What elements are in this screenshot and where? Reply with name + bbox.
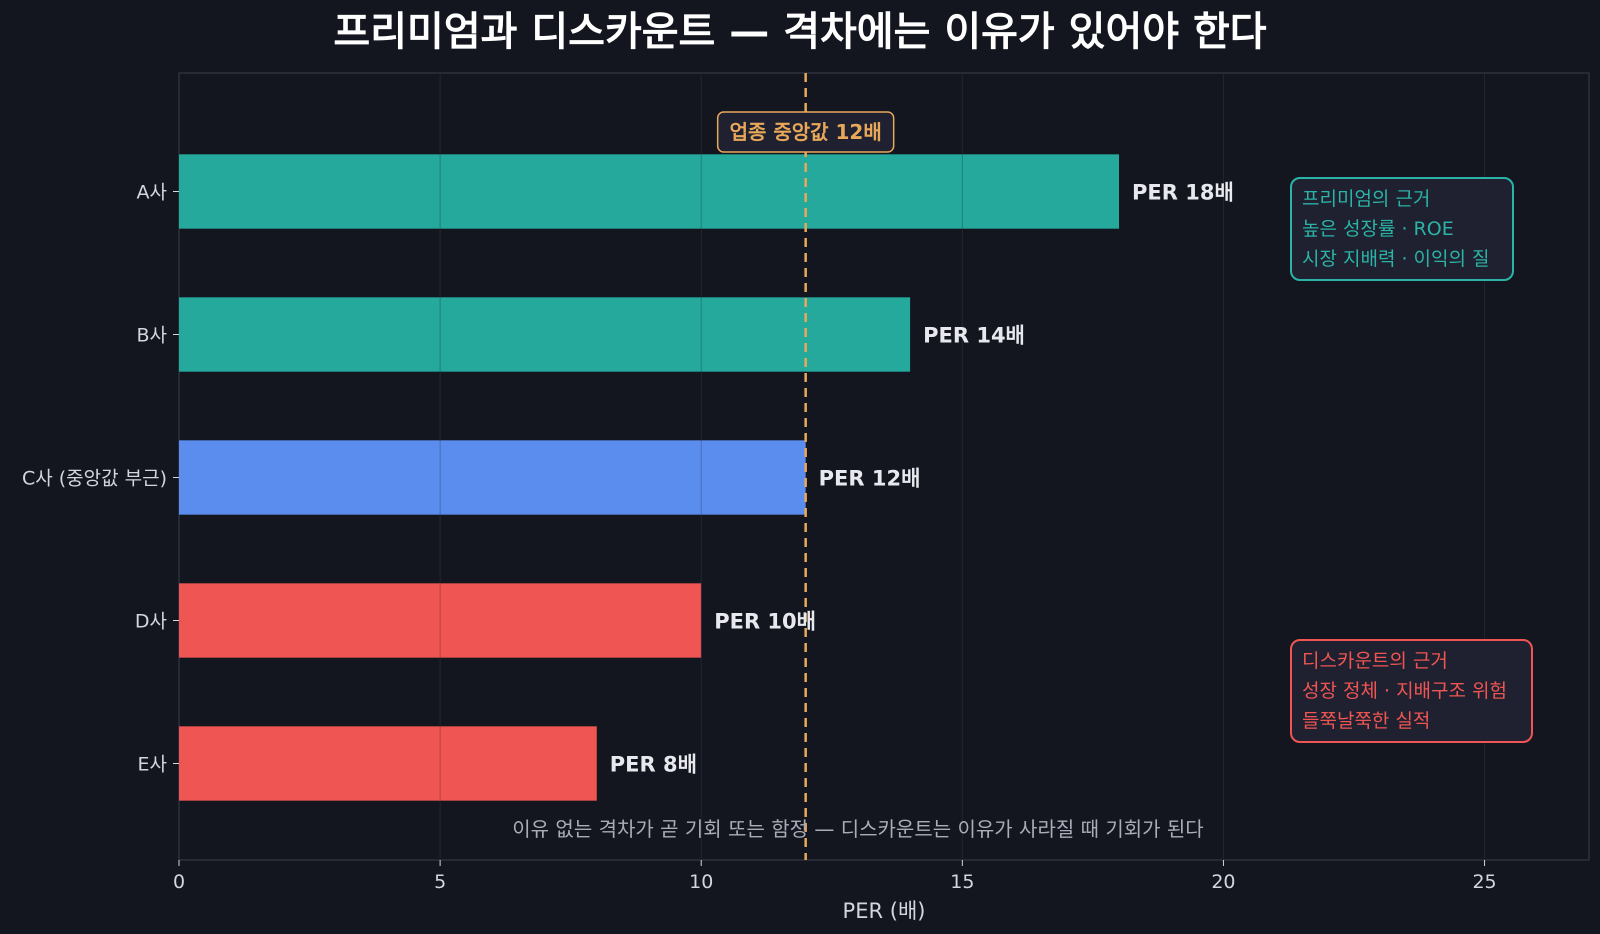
x-axis-label: PER (배) — [843, 899, 926, 923]
y-tick-label: A사 — [137, 182, 167, 204]
premium-rationale-text: 높은 성장률 · ROE — [1302, 218, 1454, 240]
value-label: PER 10배 — [714, 610, 816, 634]
premium-rationale-text: 시장 지배력 · 이익의 질 — [1302, 248, 1490, 270]
x-tick-label: 15 — [950, 871, 974, 893]
discount-rationale-text: 성장 정체 · 지배구조 위험 — [1302, 680, 1507, 702]
value-label: PER 12배 — [819, 467, 921, 491]
x-tick-label: 25 — [1472, 871, 1496, 893]
discount-rationale-text: 디스카운트의 근거 — [1302, 650, 1448, 672]
bar-2 — [179, 440, 806, 515]
median-label: 업종 중앙값 12배 — [730, 120, 882, 144]
x-tick-label: 5 — [434, 871, 446, 893]
y-tick-label: B사 — [136, 325, 167, 347]
value-label: PER 8배 — [610, 753, 697, 777]
y-tick-label: C사 (중앙값 부근) — [22, 468, 167, 490]
x-tick-label: 10 — [689, 871, 713, 893]
premium-rationale-box — [1290, 177, 1514, 281]
discount-rationale-text: 들쭉날쭉한 실적 — [1302, 710, 1430, 732]
y-tick-label: D사 — [135, 611, 167, 633]
premium-rationale-text: 프리미엄의 근거 — [1302, 188, 1430, 210]
value-label: PER 18배 — [1132, 181, 1234, 205]
bar-1 — [179, 297, 911, 372]
bar-0 — [179, 154, 1119, 229]
median-label-box — [716, 111, 895, 153]
y-tick-label: E사 — [138, 754, 168, 776]
bar-3 — [179, 583, 702, 658]
chart-title: 프리미엄과 디스카운트 — 격차에는 이유가 있어야 한다 — [333, 9, 1266, 55]
value-label: PER 14배 — [923, 324, 1025, 348]
chart-footnote: 이유 없는 격차가 곧 기회 또는 함정 — 디스카운트는 이유가 사라질 때 … — [512, 817, 1203, 841]
x-tick-label: 20 — [1211, 871, 1235, 893]
bar-4 — [179, 726, 597, 801]
discount-rationale-box — [1290, 639, 1533, 743]
x-tick-label: 0 — [173, 871, 185, 893]
